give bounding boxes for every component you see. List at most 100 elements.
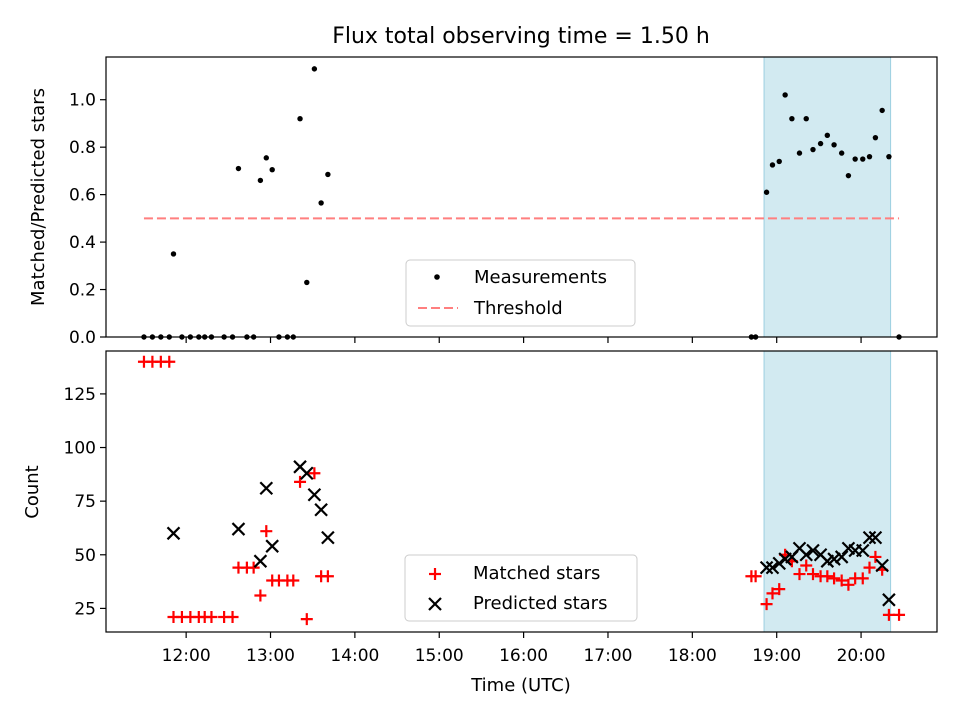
- predicted-star-point: [834, 550, 849, 564]
- predicted-star-point: [827, 552, 841, 566]
- predicted-star-point: [253, 554, 268, 568]
- bottom-x-ticks: 12:00 13:00 14:00 15:00 16:00 17:00 18:00 19:00…: [162, 632, 886, 666]
- measurement-point: [304, 279, 310, 286]
- measurement-point: [866, 153, 873, 160]
- x-tick-label: 16:00: [499, 646, 548, 666]
- legend-measurements-label: Measurements: [474, 267, 607, 288]
- x-tick-label: 17:00: [583, 646, 632, 666]
- top-y-tick-label: 1.0: [69, 91, 96, 111]
- measurement-point: [269, 167, 275, 173]
- top-x-ticks: [185, 337, 862, 343]
- bottom-y-tick-label: 50: [74, 546, 96, 566]
- predicted-star-point: [259, 481, 274, 496]
- top-y-tick-label: 0.6: [69, 186, 96, 206]
- predicted-star-point: [759, 560, 774, 575]
- matched-star-point: [882, 608, 895, 621]
- top-y-ticks: 0.0 0.2 0.4 0.6 0.8 1.0: [69, 91, 106, 348]
- bottom-y-tick-label: 25: [74, 599, 96, 619]
- measurement-point: [297, 115, 303, 122]
- measurement-point: [769, 162, 776, 168]
- x-tick-label: 13:00: [246, 646, 295, 666]
- measurement-point: [817, 140, 824, 147]
- measurement-point: [852, 156, 858, 162]
- matched-star-point: [300, 613, 313, 626]
- bottom-highlight-span: [763, 350, 892, 633]
- measurement-point: [763, 189, 770, 195]
- predicted-star-point: [166, 526, 181, 541]
- measurement-point: [845, 172, 852, 179]
- measurement-point: [776, 158, 782, 165]
- measurement-point: [235, 165, 242, 172]
- matched-star-point: [835, 574, 848, 587]
- predicted-star-point: [321, 530, 335, 545]
- legend-predicted-label: Predicted stars: [473, 593, 607, 614]
- top-legend: Measurements Threshold: [405, 259, 636, 327]
- legend-measurements-marker: [434, 274, 440, 280]
- bottom-legend: Matched stars Predicted stars: [404, 554, 638, 622]
- matched-star-point: [773, 583, 786, 596]
- measurement-point: [257, 177, 264, 184]
- measurement-point: [831, 142, 837, 148]
- predicted-star-point: [772, 556, 787, 571]
- matched-star-point: [760, 598, 773, 611]
- predicted-star-point: [875, 558, 889, 573]
- measurement-point: [886, 153, 892, 160]
- matched-star-point: [287, 574, 300, 587]
- matched-star-point: [294, 475, 307, 488]
- top-highlight-span: [763, 56, 892, 338]
- matched-star-point: [205, 610, 218, 623]
- matched-star-point: [806, 568, 819, 581]
- measurement-point: [318, 200, 324, 206]
- matched-star-point: [869, 550, 882, 563]
- measurement-point: [824, 132, 831, 139]
- top-panel: 0.0 0.2 0.4 0.6 0.8 1.0 Matched/Predicted sta…: [28, 56, 938, 348]
- matched-star-point: [856, 572, 869, 585]
- matched-star-point: [893, 608, 906, 621]
- predicted-star-point: [314, 502, 328, 517]
- predicted-star-point: [855, 543, 870, 558]
- measurement-point: [879, 107, 885, 114]
- top-legend-box: [405, 259, 636, 327]
- legend-threshold-label: Threshold: [473, 298, 563, 319]
- measurement-point: [311, 66, 318, 72]
- x-tick-label: 18:00: [668, 646, 717, 666]
- matched-star-point: [863, 561, 876, 574]
- bottom-legend-box: [404, 554, 638, 622]
- measurement-point: [860, 156, 866, 162]
- top-y-tick-label: 0.4: [69, 233, 96, 253]
- predicted-star-point: [806, 543, 820, 558]
- top-y-tick-label: 0.8: [69, 138, 96, 158]
- top-y-axis-label: Matched/Predicted stars: [28, 88, 49, 306]
- measurement-point: [789, 115, 795, 122]
- matched-star-point: [247, 561, 260, 574]
- measurement-point: [170, 251, 177, 257]
- measurement-point: [263, 155, 269, 161]
- bottom-y-tick-label: 100: [64, 439, 96, 459]
- predicted-star-point: [265, 539, 279, 553]
- x-tick-label: 19:00: [752, 646, 801, 666]
- predicted-star-points: [166, 460, 896, 607]
- bottom-y-ticks: 25 50 75 100 125: [64, 385, 106, 619]
- predicted-star-point: [799, 548, 814, 562]
- predicted-star-point: [231, 522, 246, 536]
- top-y-tick-label: 0.0: [69, 328, 96, 348]
- measurement-point: [838, 150, 845, 156]
- matched-star-point: [800, 559, 813, 572]
- x-tick-label: 12:00: [162, 646, 211, 666]
- chart-title: Flux total observing time = 1.50 h: [332, 24, 710, 49]
- bottom-y-axis-label: Count: [22, 465, 43, 518]
- measurement-point: [872, 134, 879, 141]
- matched-star-point: [842, 578, 855, 591]
- measurement-point: [810, 146, 816, 153]
- x-tick-label: 20:00: [837, 646, 886, 666]
- x-tick-label: 15:00: [415, 646, 464, 666]
- matched-star-point: [821, 570, 834, 583]
- matched-star-point: [254, 589, 267, 602]
- matched-star-point: [766, 587, 779, 600]
- matched-star-point: [828, 572, 841, 585]
- bottom-panel: 25 50 75 100 125 12:00 13:00 14:00 15:00 16:00 17…: [22, 350, 938, 696]
- bottom-y-tick-label: 75: [74, 492, 96, 512]
- measurement-point: [782, 92, 788, 98]
- legend-matched-label: Matched stars: [473, 563, 600, 584]
